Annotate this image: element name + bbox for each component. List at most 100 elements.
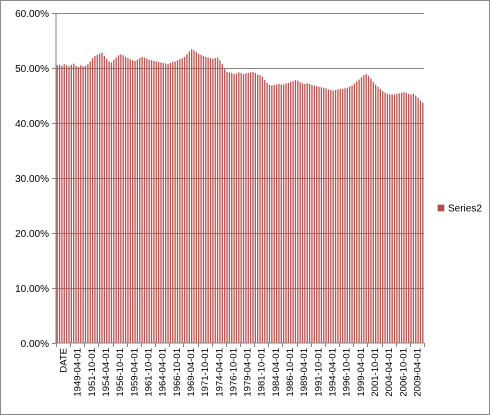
bar [273, 85, 275, 344]
bar [146, 58, 148, 344]
bar [337, 89, 339, 343]
bar [205, 57, 207, 343]
bar [294, 80, 297, 343]
bar [301, 83, 304, 344]
bar [106, 58, 108, 344]
bar [254, 72, 256, 343]
bar [235, 73, 238, 343]
x-tick-label: 2001-10-01 [370, 348, 381, 397]
bar [56, 65, 58, 343]
x-tick-label: 1956-10-01 [115, 348, 126, 397]
bar [198, 53, 200, 343]
legend-label: Series2 [448, 204, 482, 215]
legend-swatch [437, 204, 445, 212]
bar [415, 95, 417, 343]
bar [417, 97, 419, 343]
bar [202, 55, 205, 344]
bar [363, 75, 365, 344]
bar [264, 80, 266, 343]
bar [63, 64, 65, 344]
bar [141, 57, 143, 343]
bar [299, 82, 301, 344]
bar [101, 52, 103, 343]
bar [122, 55, 124, 343]
bar [134, 60, 136, 343]
bar [96, 54, 98, 344]
x-tick-label: 2006-10-01 [398, 348, 409, 397]
bar [311, 85, 313, 344]
y-tick-label: 0.00% [21, 339, 49, 350]
bar [403, 92, 405, 343]
bar [167, 64, 169, 344]
x-tick-label: 1959-04-01 [129, 348, 140, 397]
bar [242, 74, 245, 344]
bar [181, 58, 183, 343]
x-tick-label: 1954-04-01 [101, 348, 112, 397]
bar [292, 81, 294, 343]
bar [103, 55, 106, 344]
bar [91, 58, 94, 343]
bar [124, 57, 127, 343]
bar [129, 59, 131, 343]
bar [200, 54, 202, 344]
bar [226, 71, 228, 343]
bar [233, 74, 235, 344]
bar [108, 61, 110, 344]
bar [344, 88, 346, 343]
bar [318, 86, 320, 343]
legend: Series2 [437, 204, 482, 215]
bar [165, 63, 167, 343]
x-tick-label: 1999-04-01 [356, 348, 367, 397]
bar [306, 83, 308, 344]
bar [327, 89, 330, 343]
bar [207, 57, 209, 344]
bar [410, 94, 412, 344]
x-tick-label: 1989-04-01 [299, 348, 310, 397]
bar [346, 87, 348, 343]
bar [150, 60, 153, 344]
bar [214, 58, 216, 343]
bar [113, 59, 115, 343]
bar [188, 51, 190, 343]
bar [351, 85, 353, 343]
bar [365, 74, 367, 344]
bar [412, 93, 415, 343]
bar [419, 100, 422, 343]
bar [132, 60, 134, 344]
bar [231, 72, 233, 343]
bar [245, 73, 247, 343]
bar [84, 65, 87, 344]
bars [56, 49, 424, 344]
bar [304, 83, 306, 343]
bar [82, 66, 84, 343]
bar [405, 92, 407, 343]
bar [341, 88, 344, 344]
x-tick-label: 1974-04-01 [214, 348, 225, 397]
x-tick-label: 1964-04-01 [158, 348, 169, 397]
bar [398, 93, 400, 343]
bar [216, 57, 219, 344]
bar [249, 72, 252, 344]
x-tick-label: 1981-10-01 [257, 348, 268, 397]
bar [330, 90, 332, 343]
x-tick-label: 2004-04-01 [384, 348, 395, 397]
bar [94, 55, 96, 344]
bar [176, 60, 179, 344]
y-tick-label: 50.00% [15, 64, 49, 75]
x-tick-label: 1949-04-01 [73, 348, 84, 397]
bar [238, 72, 240, 344]
bar [257, 74, 259, 343]
bar [261, 76, 264, 344]
bar [275, 84, 278, 343]
bar [195, 52, 198, 344]
bar [268, 85, 271, 344]
bar [174, 61, 176, 344]
bar [139, 58, 141, 343]
bar [282, 84, 285, 343]
y-axis-ticks: 0.00% 10.00% 20.00% 30.00% 40.00% 50.00% 60.00… [15, 9, 56, 350]
bar [360, 77, 363, 343]
bar [290, 81, 292, 343]
bar [285, 83, 287, 344]
bar [382, 91, 384, 343]
x-tick-label: 2009-04-01 [412, 348, 423, 397]
